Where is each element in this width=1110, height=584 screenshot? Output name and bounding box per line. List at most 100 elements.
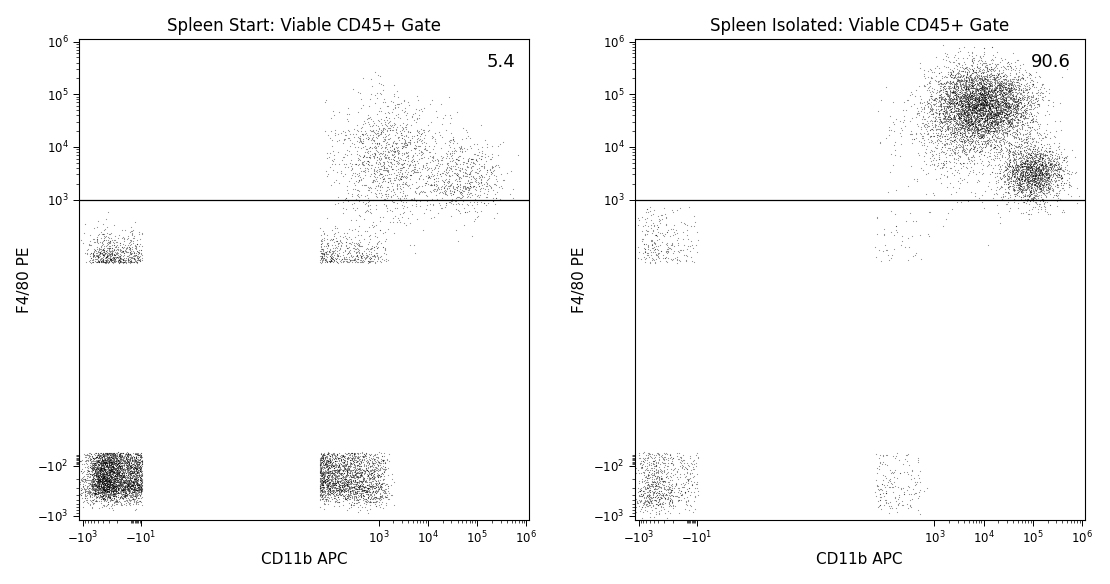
Point <box>927 98 945 107</box>
Point <box>114 471 132 480</box>
Point <box>1031 151 1049 161</box>
Point <box>1033 180 1051 190</box>
Point <box>648 491 666 500</box>
Point <box>457 126 475 135</box>
Point <box>924 151 941 161</box>
Point <box>370 477 387 486</box>
Point <box>365 251 383 260</box>
Point <box>411 174 428 183</box>
Point <box>973 110 991 120</box>
Point <box>999 161 1017 171</box>
Point <box>971 93 989 103</box>
Point <box>90 257 108 266</box>
Point <box>335 254 353 263</box>
Point <box>663 454 680 463</box>
Point <box>1051 126 1069 135</box>
Point <box>1032 183 1050 193</box>
Point <box>98 484 115 493</box>
Point <box>638 496 656 505</box>
Point <box>344 472 362 481</box>
Point <box>132 249 150 259</box>
Point <box>961 95 979 104</box>
Point <box>349 461 366 470</box>
Point <box>1027 165 1045 175</box>
Point <box>909 107 927 116</box>
Point <box>999 103 1017 113</box>
Point <box>428 160 446 169</box>
Point <box>1028 182 1046 192</box>
Point <box>98 241 115 250</box>
Point <box>924 109 941 119</box>
Point <box>1027 166 1045 176</box>
Point <box>1001 120 1019 129</box>
Point <box>124 467 142 477</box>
Point <box>955 98 972 107</box>
Point <box>94 489 112 499</box>
Point <box>939 103 957 112</box>
Point <box>98 482 115 492</box>
Point <box>128 472 145 482</box>
Point <box>971 103 989 113</box>
Point <box>354 491 372 500</box>
Point <box>311 474 329 483</box>
Point <box>922 135 940 145</box>
Point <box>645 220 663 229</box>
Point <box>90 459 108 468</box>
Point <box>94 488 112 498</box>
Point <box>120 478 138 488</box>
Point <box>321 493 339 502</box>
Point <box>1041 159 1059 169</box>
Point <box>962 120 980 129</box>
Point <box>1003 162 1021 172</box>
Point <box>987 115 1005 124</box>
Point <box>412 147 430 157</box>
Point <box>1045 187 1062 196</box>
Point <box>93 458 111 467</box>
Point <box>993 98 1011 107</box>
Point <box>480 175 497 184</box>
Point <box>124 239 142 248</box>
Point <box>1010 165 1028 174</box>
Point <box>951 96 969 106</box>
Point <box>977 96 995 106</box>
Point <box>969 96 987 105</box>
Point <box>1029 175 1047 184</box>
Point <box>312 458 330 467</box>
Point <box>115 237 133 246</box>
Point <box>426 191 444 200</box>
Point <box>130 450 148 459</box>
Point <box>104 484 122 493</box>
Point <box>329 473 346 482</box>
Point <box>91 468 109 477</box>
Point <box>1053 172 1071 182</box>
Point <box>899 96 917 105</box>
Point <box>978 72 996 82</box>
Point <box>117 452 134 461</box>
Point <box>977 95 995 104</box>
Point <box>1021 189 1039 199</box>
Point <box>327 251 345 260</box>
Point <box>949 107 967 116</box>
Point <box>330 456 347 465</box>
Point <box>103 479 121 488</box>
Point <box>877 489 895 498</box>
Point <box>939 81 957 91</box>
Point <box>349 461 366 470</box>
Point <box>659 453 677 462</box>
Point <box>448 169 466 179</box>
Point <box>94 473 112 482</box>
Point <box>1040 84 1058 93</box>
Point <box>74 482 92 491</box>
Point <box>962 103 980 112</box>
Point <box>418 145 436 154</box>
Point <box>976 91 993 100</box>
Point <box>370 166 387 175</box>
Point <box>980 106 998 116</box>
Point <box>1032 170 1050 179</box>
Point <box>1019 173 1037 182</box>
Point <box>1023 117 1041 126</box>
Point <box>411 149 428 158</box>
Point <box>983 116 1001 126</box>
Point <box>649 489 667 498</box>
Point <box>1009 96 1027 105</box>
